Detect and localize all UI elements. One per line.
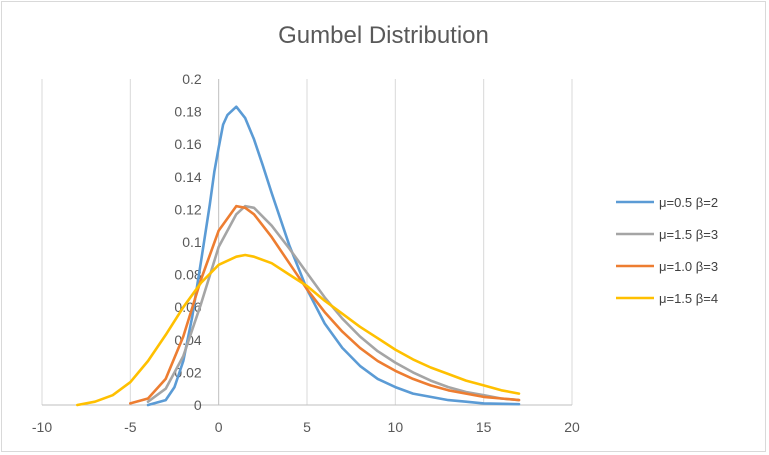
legend-label-1: μ=1.5 β=3 bbox=[659, 227, 718, 242]
x-tick-labels: -10 -5 0 5 10 15 20 bbox=[32, 419, 580, 435]
chart-title: Gumbel Distribution bbox=[278, 22, 489, 49]
x-tick-label: 5 bbox=[303, 419, 311, 435]
series-line-1 bbox=[146, 204, 521, 403]
x-tick-label: -5 bbox=[124, 419, 137, 435]
y-tick-label: 0.18 bbox=[174, 104, 201, 120]
y-tick-label: 0.16 bbox=[174, 136, 201, 152]
legend: μ=0.5 β=2 μ=1.5 β=3 μ=1.0 β=3 μ=1.5 β=4 bbox=[616, 195, 718, 306]
y-tick-label: 0 bbox=[194, 397, 202, 413]
x-tick-label: -10 bbox=[32, 419, 52, 435]
legend-label-2: μ=1.0 β=3 bbox=[659, 259, 718, 274]
x-tick-label: 0 bbox=[215, 419, 223, 435]
series-line-0 bbox=[146, 105, 521, 407]
y-tick-label: 0.2 bbox=[182, 71, 202, 87]
x-tick-label: 10 bbox=[388, 419, 404, 435]
gridlines bbox=[41, 79, 573, 405]
y-tick-labels: 00.020.040.060.080.10.120.140.160.180.2 bbox=[174, 71, 201, 413]
y-tick-label: 0.14 bbox=[174, 169, 201, 185]
y-tick-label: 0.12 bbox=[174, 201, 201, 217]
x-tick-label: 15 bbox=[476, 419, 492, 435]
y-tick-label: 0.1 bbox=[182, 234, 202, 250]
y-tick-label: 0.08 bbox=[174, 267, 201, 283]
series-lines bbox=[76, 105, 521, 407]
legend-label-0: μ=0.5 β=2 bbox=[659, 195, 718, 210]
axes bbox=[42, 79, 572, 406]
x-tick-label: 20 bbox=[564, 419, 580, 435]
series-line-3 bbox=[76, 253, 521, 407]
legend-label-3: μ=1.5 β=4 bbox=[659, 291, 718, 306]
